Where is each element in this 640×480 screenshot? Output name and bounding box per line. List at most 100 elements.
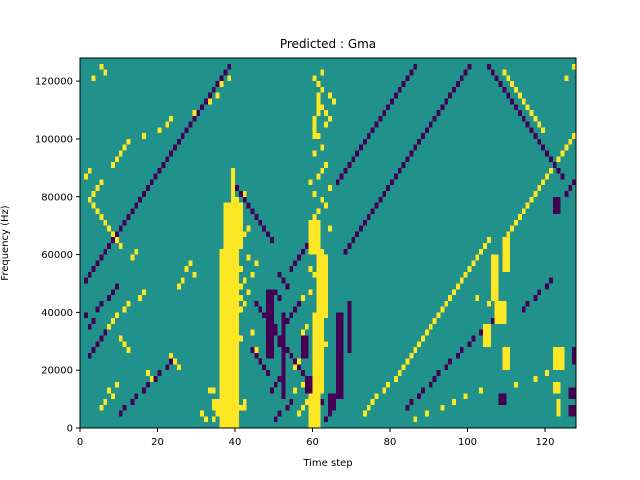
heatmap-cell-high — [242, 399, 247, 405]
heatmap-cell-high — [564, 144, 569, 151]
heatmap-cell-low — [514, 104, 518, 111]
heatmap-cell-high — [192, 271, 197, 278]
heatmap-cell-high — [525, 202, 530, 209]
heatmap-cell-high — [103, 399, 108, 405]
heatmap-cell-high — [444, 300, 449, 307]
heatmap-cell-high — [475, 295, 480, 301]
heatmap-cell-low — [262, 312, 266, 319]
heatmap-cell-low — [417, 393, 421, 400]
heatmap-cell-high — [533, 375, 538, 382]
heatmap-cell-low — [374, 121, 379, 128]
heatmap-cell-high — [99, 404, 104, 411]
heatmap-cell-low — [207, 92, 212, 99]
heatmap-band-high — [312, 115, 317, 139]
heatmap-cell-high — [149, 375, 154, 382]
heatmap-cell-low — [459, 347, 464, 353]
heatmap-cell-high — [184, 266, 189, 272]
x-axis-label: Time step — [302, 458, 352, 469]
y-tick-label: 120000 — [35, 77, 73, 88]
heatmap-cell-low — [397, 86, 402, 93]
heatmap-cell-low — [432, 375, 437, 382]
heatmap-cell-low — [285, 404, 290, 411]
heatmap-cell-low — [180, 133, 185, 139]
heatmap-cell-low — [556, 167, 561, 174]
heatmap-cell-high — [99, 179, 104, 186]
heatmap-cell-low — [417, 138, 421, 145]
heatmap-cell-low — [215, 81, 220, 87]
heatmap-cell-low — [545, 150, 549, 157]
heatmap-cell-high — [111, 393, 115, 400]
heatmap-cell-high — [122, 144, 127, 151]
heatmap-cell-high — [545, 173, 549, 180]
heatmap-cell-high — [324, 202, 328, 209]
heatmap-cell-low — [355, 231, 359, 238]
heatmap-cell-low — [537, 138, 542, 145]
heatmap-cell-low — [328, 410, 332, 417]
heatmap-cell-low — [192, 115, 197, 122]
heatmap-cell-high — [176, 283, 181, 290]
heatmap-cell-low — [277, 335, 282, 342]
heatmap-band-high — [211, 399, 220, 411]
heatmap-band-high — [316, 92, 321, 116]
heatmap-cell-low — [134, 393, 139, 400]
heatmap-cell-low — [111, 289, 115, 296]
heatmap-cell-high — [316, 208, 321, 215]
heatmap-cell-high — [242, 190, 247, 197]
heatmap-cell-high — [95, 208, 100, 215]
heatmap-cell-high — [126, 347, 131, 353]
heatmap-cell-high — [242, 277, 247, 284]
heatmap-cell-low — [413, 144, 418, 151]
heatmap-cell-high — [328, 185, 332, 191]
heatmap-cell-low — [374, 202, 379, 209]
heatmap-cell-low — [161, 162, 166, 168]
heatmap-cell-low — [142, 190, 146, 197]
heatmap-cell-high — [545, 370, 549, 376]
heatmap-cell-low — [401, 162, 406, 168]
heatmap-cell-high — [328, 225, 332, 232]
heatmap-cell-high — [118, 243, 123, 249]
heatmap-cell-high — [521, 208, 526, 215]
heatmap-cell-high — [238, 266, 243, 272]
heatmap-cell-low — [421, 133, 425, 139]
heatmap-cell-high — [316, 133, 321, 139]
heatmap-cell-high — [452, 289, 456, 296]
heatmap-cell-low — [355, 150, 359, 157]
heatmap-cell-low — [277, 271, 282, 278]
heatmap-cell-low — [142, 387, 146, 394]
heatmap-cell-low — [293, 306, 297, 313]
heatmap-cell-low — [285, 283, 290, 290]
heatmap-cell-high — [211, 416, 216, 423]
heatmap-cell-high — [386, 381, 390, 388]
heatmap-cell-low — [366, 133, 371, 139]
heatmap-cell-low — [490, 69, 495, 76]
heatmap-cell-high — [111, 231, 115, 238]
heatmap-cell-low — [200, 104, 204, 111]
heatmap-cell-low — [289, 352, 294, 359]
heatmap-cell-high — [118, 150, 123, 157]
heatmap-cell-high — [455, 283, 460, 290]
heatmap-band-low — [347, 300, 352, 353]
heatmap-cell-low — [138, 196, 142, 203]
heatmap-cell-low — [324, 416, 328, 423]
heatmap-cell-high — [300, 404, 305, 411]
heatmap-cell-high — [506, 231, 511, 238]
heatmap-cell-low — [459, 75, 464, 82]
plot-area — [80, 58, 576, 428]
heatmap-cell-low — [204, 98, 208, 105]
heatmap-cell-low — [95, 260, 100, 267]
heatmap-cell-low — [254, 352, 259, 359]
heatmap-cell-low — [552, 162, 557, 168]
heatmap-cell-high — [483, 243, 487, 249]
heatmap-cell-low — [242, 196, 247, 203]
heatmap-cell-low — [351, 156, 356, 163]
heatmap-cell-high — [254, 347, 259, 353]
heatmap-cell-high — [320, 196, 325, 203]
heatmap-cell-low — [87, 271, 92, 278]
heatmap-cell-low — [262, 225, 266, 232]
heatmap-band-high — [490, 254, 499, 301]
heatmap-cell-low — [297, 364, 301, 371]
heatmap-cell-high — [568, 138, 573, 145]
heatmap-cell-high — [293, 364, 297, 371]
heatmap-band-low — [568, 387, 576, 400]
